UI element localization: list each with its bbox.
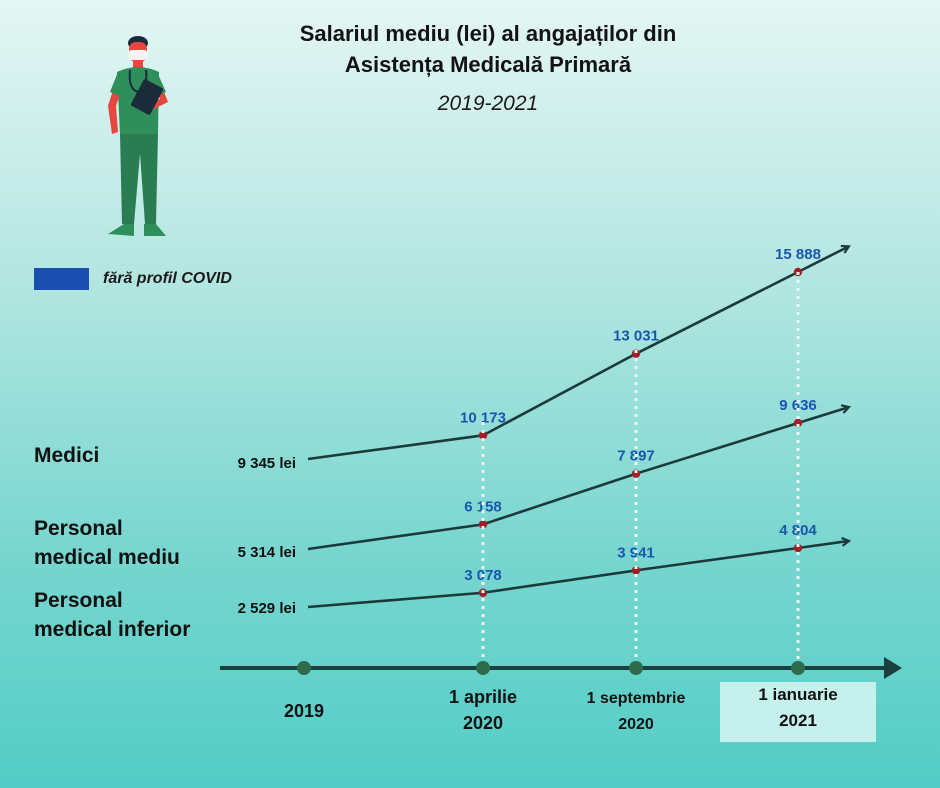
data-point [631,566,641,575]
x-axis-dot [297,661,311,675]
row-label-line: Personal [34,517,123,540]
start-value-label: 2 529 lei [238,600,296,617]
data-value-label: 9 636 [779,397,817,414]
x-label-highlight [720,682,876,742]
legend-label: fără profil COVID [103,270,232,287]
x-axis-dot [791,661,805,675]
legend: fără profil COVID [34,268,232,290]
data-value-label: 13 031 [613,328,659,345]
data-point [793,543,803,553]
x-axis-dot [629,661,643,675]
data-point [631,469,641,478]
x-axis-dot [476,661,490,675]
x-tick-label: 1 aprilie [449,687,517,707]
title-line-2: Asistența Medicală Primară [344,52,632,77]
data-point [631,349,641,358]
data-value-label: 15 888 [775,246,821,263]
data-point [478,431,488,440]
row-label-personal-inferior: Personal medical inferior [34,586,190,644]
data-value-label: 10 173 [460,409,506,426]
chart-title: Salariul mediu (lei) al angajaților din … [0,18,940,116]
start-value-label: 5 314 lei [238,544,296,561]
x-tick-label: 1 septembrie [587,690,686,707]
x-tick-label: 1 ianuarie [758,685,837,704]
title-line-1: Salariul mediu (lei) al angajaților din [299,21,677,46]
x-tick-label: 2020 [463,713,503,733]
x-axis-arrowhead [884,657,902,679]
start-value-label: 9 345 lei [238,455,296,472]
legend-swatch [34,268,89,290]
row-label-medici: Medici [34,441,99,470]
row-label-line: Medici [34,444,100,467]
x-tick-label: 2019 [284,701,324,721]
doctor-illustration [108,36,168,236]
chart-subtitle: 2019-2021 [437,92,539,115]
data-point [793,418,803,428]
x-tick-label: 2021 [779,711,817,730]
data-point [478,520,488,529]
row-label-line: medical inferior [34,618,191,641]
series-line-3 [307,541,848,609]
row-label-personal-mediu: Personal medical mediu [34,514,180,572]
data-value-label: 6 158 [464,498,502,515]
x-tick-label: 2020 [618,716,654,733]
row-label-line: medical mediu [34,546,180,569]
series-line-1 [307,247,848,461]
series-line-2 [307,407,848,551]
row-label-line: Personal [34,589,123,612]
